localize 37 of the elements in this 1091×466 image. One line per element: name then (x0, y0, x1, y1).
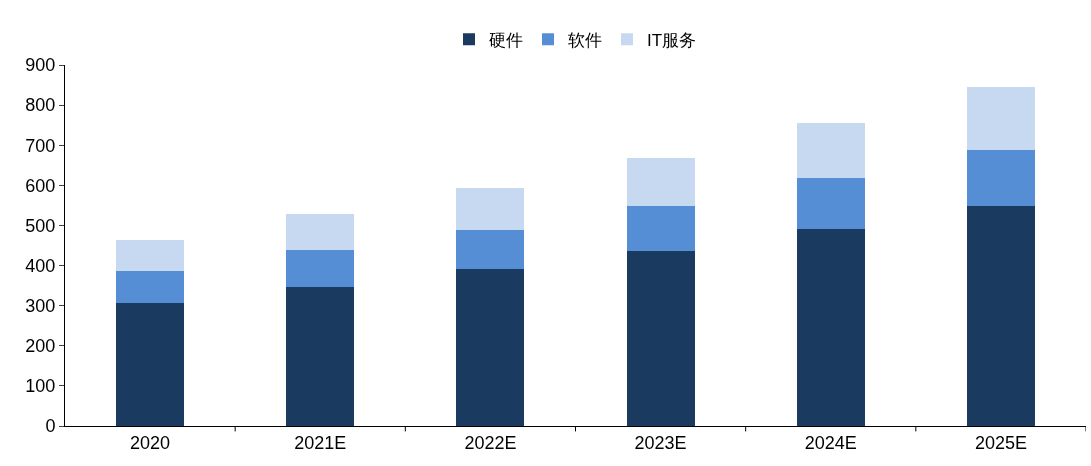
bar (626, 158, 695, 206)
y-tick-label: 900 (25, 55, 56, 76)
y-tick-label: 400 (25, 255, 56, 276)
bar (456, 268, 525, 426)
x-tick-label: 2025E (974, 432, 1027, 453)
x-tick-label: 2023E (634, 432, 687, 453)
legend-label: 软件 (568, 30, 602, 50)
bar (286, 213, 355, 250)
x-tick-label: 2024E (804, 432, 857, 453)
y-tick-label: 700 (25, 135, 56, 156)
y-tick-label: 200 (25, 336, 56, 357)
bar (456, 229, 525, 269)
bar (286, 249, 355, 287)
bar (626, 205, 695, 252)
y-tick-label: 300 (25, 295, 56, 316)
bar (456, 187, 525, 230)
bar (626, 251, 695, 426)
y-tick-label: 0 (45, 416, 56, 437)
y-tick-label: 800 (25, 95, 56, 116)
bar (796, 229, 865, 426)
x-tick-label: 2022E (464, 432, 517, 453)
x-tick-label: 2020 (130, 432, 171, 453)
legend-label: 硬件 (489, 30, 523, 50)
y-tick-label: 500 (25, 215, 56, 236)
bar (796, 178, 865, 230)
bar (796, 122, 865, 179)
bar (966, 87, 1035, 151)
bar (966, 205, 1035, 426)
legend-label: IT服务 (647, 30, 697, 50)
bar (116, 302, 185, 426)
y-tick-label: 600 (25, 175, 56, 196)
bar (116, 239, 185, 272)
bar (286, 286, 355, 426)
bar (966, 150, 1035, 206)
x-tick-label: 2021E (294, 432, 347, 453)
y-tick-label: 100 (25, 376, 56, 397)
bar (116, 271, 185, 303)
